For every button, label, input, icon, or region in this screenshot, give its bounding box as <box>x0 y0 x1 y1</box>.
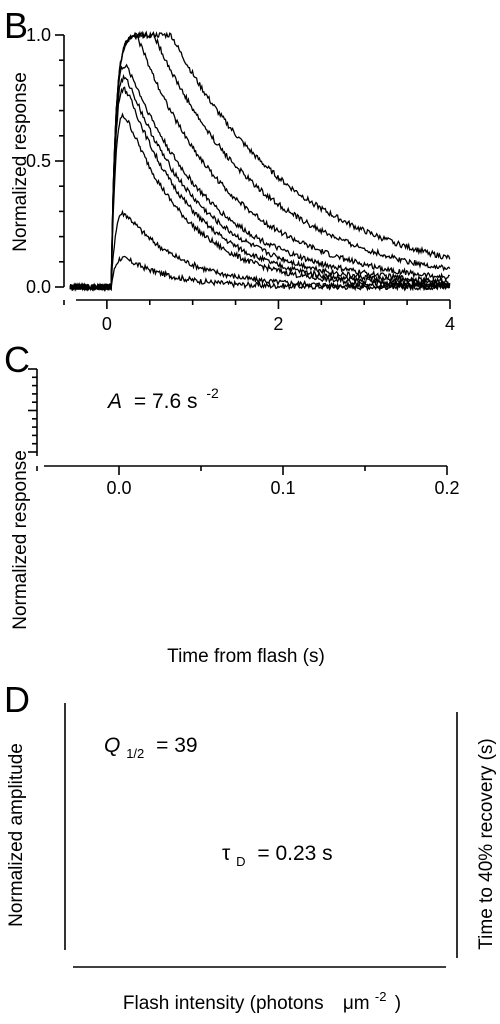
panel-d-q-subscript: 1/2 <box>126 746 144 761</box>
panel-b-y-tick-label: 0.0 <box>26 277 51 297</box>
panel-c-annotation-value: = 7.6 s <box>134 390 198 413</box>
panel-d-x-label-unit: μm <box>343 993 370 1014</box>
panel-c-x-tick-label: 0.1 <box>270 478 295 498</box>
panel-d-q-annotation: Q 1/2 = 39 <box>104 734 198 763</box>
panel-d-x-label-exp: -2 <box>375 989 387 1004</box>
panel-b-chart: 0 2 4 0.0 0.5 1.0 Normalized response <box>10 25 455 334</box>
panel-b-series-line <box>69 255 451 292</box>
panel-c-y-label: Normalized response <box>10 450 31 630</box>
panel-c-chart: 0.0 0.1 0.2 Time from flash (s) Normalized… <box>10 368 460 667</box>
panel-c-x-tick-label: 0.2 <box>434 478 459 498</box>
panel-b-y-tick-label: 1.0 <box>26 25 51 45</box>
panel-b-series-line <box>69 30 451 292</box>
panel-d-q-symbol: Q <box>104 734 120 757</box>
panel-b-y-tick-label: 0.5 <box>26 151 51 171</box>
panel-d-x-label-text: Flash intensity (photons <box>123 993 324 1014</box>
panel-d-y2-label: Time to 40% recovery (s) <box>476 738 497 950</box>
panel-c-annotation-exp: -2 <box>206 385 219 401</box>
panel-b-x-tick-label: 4 <box>445 314 455 334</box>
panel-d-tau-subscript: D <box>236 854 245 869</box>
panel-d-tau-annotation: τ D = 0.23 s <box>222 842 333 871</box>
panel-c-x-label: Time from flash (s) <box>167 646 325 667</box>
panel-label-b: B <box>4 5 28 46</box>
panel-b-series-line <box>69 86 451 293</box>
panel-d-x-label: Flash intensity (photons μm -2 ) <box>123 985 401 1014</box>
panel-d-y-label: Normalized amplitude <box>6 743 27 927</box>
panel-d-tau-symbol: τ <box>222 842 231 865</box>
panel-b-series-line <box>69 112 451 292</box>
panel-b-x-tick-label: 2 <box>273 314 283 334</box>
panel-d-tau-value: = 0.23 s <box>257 842 332 865</box>
panel-b-y-label: Normalized response <box>10 72 31 252</box>
panel-label-d: D <box>4 679 30 720</box>
panel-c-annotation-symbol: A <box>106 390 122 413</box>
panel-d-chart: Flash intensity (photons μm -2 ) Normali… <box>6 703 497 1014</box>
panel-d-x-label-close: ) <box>395 993 401 1014</box>
panel-b-series-line <box>69 63 451 291</box>
panel-c-annotation: A = 7.6 s -2 <box>106 385 219 413</box>
panel-label-c: C <box>4 339 30 380</box>
panel-c-x-tick-label: 0.0 <box>106 478 131 498</box>
panel-b-x-tick-label: 0 <box>102 314 112 334</box>
panel-d-q-value: = 39 <box>156 734 197 757</box>
panel-b-series-line <box>69 209 451 292</box>
